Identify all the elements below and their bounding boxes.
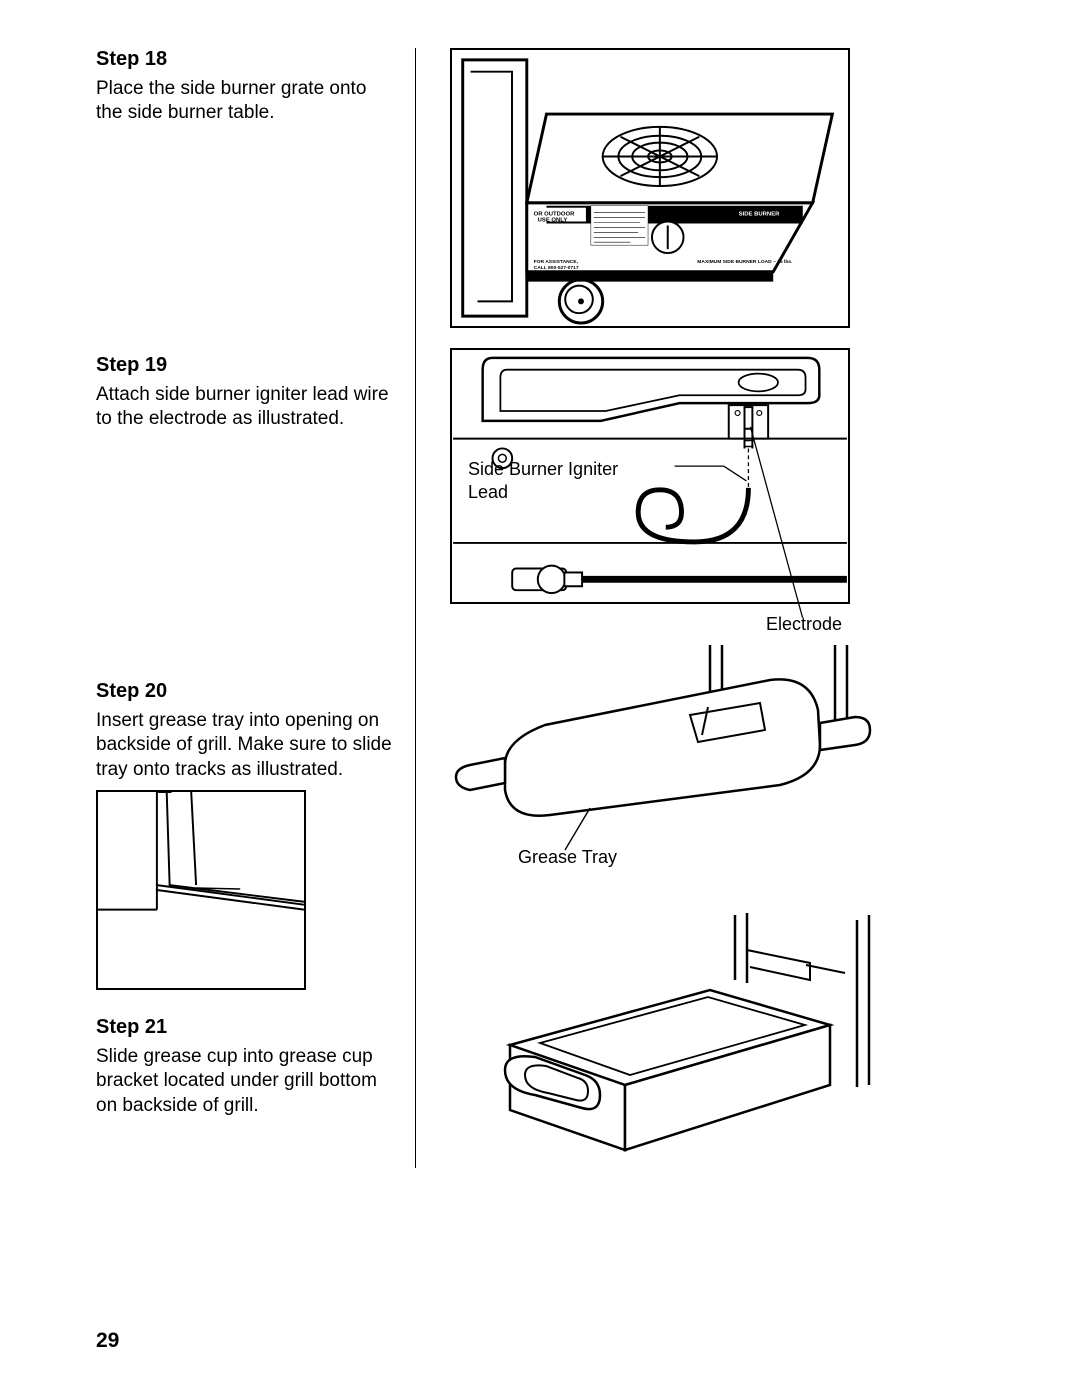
svg-text:FOR ASSISTANCE,: FOR ASSISTANCE, (534, 259, 579, 265)
column-divider (415, 48, 416, 1168)
svg-text:USE ONLY: USE ONLY (538, 218, 568, 224)
step-19: Step 19 Attach side burner igniter lead … (96, 354, 396, 432)
svg-text:MAXIMUM SIDE BURNER LOAD – 15: MAXIMUM SIDE BURNER LOAD – 15 lbs. (697, 259, 793, 265)
figure-tray-rails-detail (96, 790, 306, 990)
step-18: Step 18 Place the side burner grate onto… (96, 48, 396, 126)
page-number: 29 (96, 1329, 119, 1353)
label-grease-tray: Grease Tray (518, 847, 617, 868)
svg-text:CALL 800-527-0717: CALL 800-527-0717 (534, 265, 579, 271)
step-21-body: Slide grease cup into grease cup bracket… (96, 1045, 396, 1118)
step-18-body: Place the side burner grate onto the sid… (96, 77, 396, 126)
figure-igniter-lead: Side Burner Igniter Lead (450, 348, 850, 604)
step-19-body: Attach side burner igniter lead wire to … (96, 383, 396, 432)
label-electrode: Electrode (766, 614, 842, 635)
label-igniter-lead: Side Burner Igniter Lead (468, 458, 618, 503)
step-19-title: Step 19 (96, 354, 396, 377)
figure-side-burner-table: OR OUTDOOR USE ONLY FOR ASSISTANCE, CALL… (450, 48, 850, 328)
figure-grease-tray-and-cup: Grease Tray (450, 645, 880, 1175)
step-20-title: Step 20 (96, 680, 396, 703)
step-18-title: Step 18 (96, 48, 396, 71)
label-igniter-lead-l2: Lead (468, 482, 508, 502)
step-20: Step 20 Insert grease tray into opening … (96, 680, 396, 782)
step-21: Step 21 Slide grease cup into grease cup… (96, 1016, 396, 1118)
step-21-title: Step 21 (96, 1016, 396, 1039)
step-20-body: Insert grease tray into opening on backs… (96, 709, 396, 782)
svg-text:SIDE BURNER: SIDE BURNER (739, 212, 780, 218)
label-igniter-lead-l1: Side Burner Igniter (468, 459, 618, 479)
